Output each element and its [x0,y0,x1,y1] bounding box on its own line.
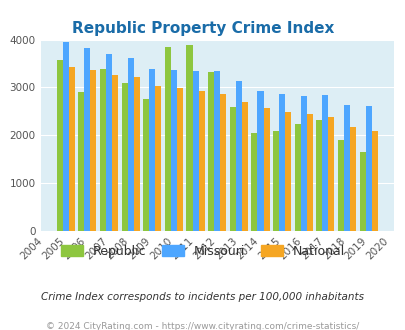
Bar [365,106,371,231]
Bar [143,99,149,231]
Bar [349,127,355,231]
Bar [198,91,204,231]
Legend: Republic, Missouri, National: Republic, Missouri, National [55,240,350,263]
Bar [112,75,118,231]
Bar [78,92,84,231]
Bar [371,131,377,231]
Bar [273,130,278,231]
Bar [164,47,171,231]
Bar [257,91,263,231]
Bar [251,133,257,231]
Bar [90,70,96,231]
Bar [220,94,226,231]
Text: © 2024 CityRating.com - https://www.cityrating.com/crime-statistics/: © 2024 CityRating.com - https://www.city… [46,322,359,330]
Bar [343,105,349,231]
Bar [68,67,75,231]
Bar [294,124,300,231]
Bar [57,60,62,231]
Bar [192,71,198,231]
Bar [306,114,312,231]
Text: Republic Property Crime Index: Republic Property Crime Index [72,21,333,36]
Bar [322,95,328,231]
Bar [62,42,68,231]
Bar [214,71,220,231]
Bar [229,107,235,231]
Bar [106,54,112,231]
Bar [100,69,106,231]
Bar [241,102,247,231]
Text: Crime Index corresponds to incidents per 100,000 inhabitants: Crime Index corresponds to incidents per… [41,292,364,302]
Bar [235,81,241,231]
Bar [186,45,192,231]
Bar [300,96,306,231]
Bar [177,88,183,231]
Bar [328,117,334,231]
Bar [284,112,290,231]
Bar [121,83,127,231]
Bar [171,70,177,231]
Bar [337,140,343,231]
Bar [315,120,322,231]
Bar [278,94,284,231]
Bar [149,69,155,231]
Bar [263,108,269,231]
Bar [133,77,139,231]
Bar [359,152,365,231]
Bar [155,86,161,231]
Bar [84,48,90,231]
Bar [127,58,133,231]
Bar [208,72,214,231]
